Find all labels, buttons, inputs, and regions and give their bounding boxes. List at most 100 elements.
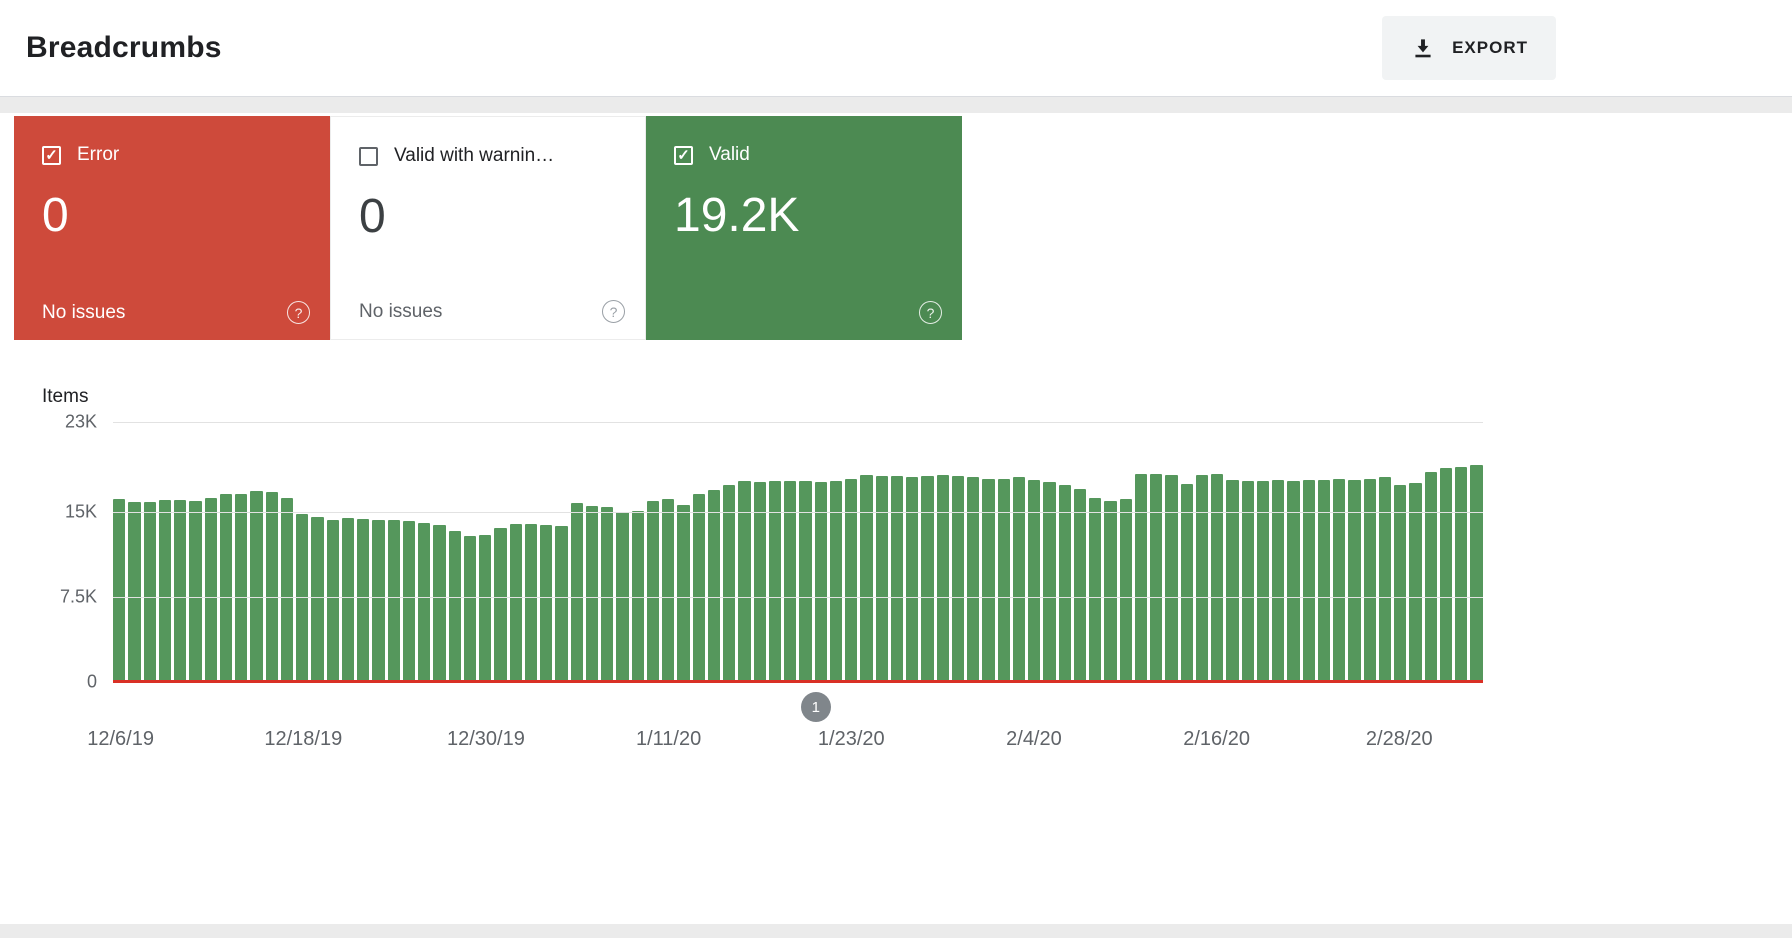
valid-bar[interactable] — [524, 524, 537, 682]
valid-bar[interactable] — [235, 493, 248, 682]
valid-bar[interactable] — [1378, 477, 1391, 682]
valid-bar[interactable] — [1394, 485, 1407, 682]
valid-bar[interactable] — [1317, 479, 1330, 682]
valid-bar[interactable] — [646, 501, 659, 682]
valid-bar[interactable] — [1211, 474, 1224, 682]
valid-bar[interactable] — [997, 478, 1010, 682]
valid-bar[interactable] — [1287, 480, 1300, 682]
valid-bar[interactable] — [768, 480, 781, 682]
card-valid-with-warnings[interactable]: Valid with warnin… 0 No issues ? — [330, 116, 646, 340]
valid-bar[interactable] — [860, 475, 873, 682]
valid-bar[interactable] — [418, 522, 431, 682]
valid-bar[interactable] — [570, 503, 583, 682]
valid-bar[interactable] — [1134, 474, 1147, 682]
valid-bar[interactable] — [829, 480, 842, 682]
valid-bar[interactable] — [1043, 481, 1056, 682]
checkbox-checked-icon[interactable]: ✓ — [42, 145, 61, 165]
valid-bar[interactable] — [1302, 479, 1315, 682]
valid-bar[interactable] — [555, 526, 568, 682]
valid-bar[interactable] — [311, 516, 324, 682]
x-axis-label: 2/28/20 — [1365, 728, 1433, 750]
valid-bar[interactable] — [1058, 485, 1071, 682]
valid-bar[interactable] — [158, 500, 171, 682]
valid-bar[interactable] — [174, 500, 187, 682]
valid-bar[interactable] — [433, 524, 446, 682]
valid-bar[interactable] — [1165, 475, 1178, 682]
valid-bar[interactable] — [936, 475, 949, 682]
valid-bar[interactable] — [1241, 480, 1254, 682]
valid-bar[interactable] — [1439, 468, 1452, 682]
valid-bar[interactable] — [631, 511, 644, 682]
valid-bar[interactable] — [1409, 483, 1422, 682]
valid-bar[interactable] — [662, 498, 675, 682]
valid-bar[interactable] — [143, 501, 156, 682]
valid-bar[interactable] — [357, 519, 370, 682]
valid-bar[interactable] — [494, 528, 507, 682]
valid-bar[interactable] — [1470, 464, 1483, 682]
valid-bar[interactable] — [219, 494, 232, 682]
valid-bar[interactable] — [387, 520, 400, 682]
valid-bar[interactable] — [951, 476, 964, 682]
valid-bar[interactable] — [1028, 479, 1041, 682]
valid-bar[interactable] — [1226, 479, 1239, 682]
valid-bar[interactable] — [250, 490, 263, 682]
valid-bar[interactable] — [1333, 478, 1346, 682]
valid-bar[interactable] — [982, 478, 995, 682]
valid-bar[interactable] — [890, 476, 903, 682]
valid-bar[interactable] — [799, 480, 812, 682]
card-valid[interactable]: ✓ Valid 19.2K ? — [646, 116, 962, 340]
valid-bar[interactable] — [189, 501, 202, 682]
valid-bar[interactable] — [723, 485, 736, 682]
valid-bar[interactable] — [1348, 479, 1361, 682]
valid-bar[interactable] — [463, 536, 476, 682]
valid-bar[interactable] — [1012, 477, 1025, 682]
annotation-marker[interactable]: 1 — [800, 692, 831, 722]
export-button[interactable]: EXPORT — [1382, 16, 1556, 80]
valid-bar[interactable] — [1150, 474, 1163, 682]
valid-bar[interactable] — [967, 477, 980, 682]
valid-bar[interactable] — [707, 489, 720, 682]
valid-bar[interactable] — [372, 519, 385, 682]
valid-bar[interactable] — [1363, 478, 1376, 682]
valid-bar[interactable] — [326, 520, 339, 682]
valid-bar[interactable] — [601, 506, 614, 682]
help-icon[interactable]: ? — [919, 301, 942, 324]
valid-bar[interactable] — [1455, 467, 1468, 682]
valid-bar[interactable] — [906, 477, 919, 682]
valid-bar[interactable] — [753, 481, 766, 682]
valid-bar[interactable] — [585, 505, 598, 682]
valid-bar[interactable] — [738, 480, 751, 682]
valid-bar[interactable] — [448, 530, 461, 682]
valid-bar[interactable] — [509, 523, 522, 682]
valid-bar[interactable] — [341, 518, 354, 682]
valid-bar[interactable] — [1104, 501, 1117, 682]
help-icon[interactable]: ? — [287, 301, 310, 324]
valid-bar[interactable] — [1089, 497, 1102, 682]
valid-bar[interactable] — [1272, 479, 1285, 682]
valid-bar[interactable] — [113, 498, 126, 682]
valid-bar[interactable] — [814, 481, 827, 682]
valid-bar[interactable] — [128, 502, 141, 682]
valid-bar[interactable] — [479, 535, 492, 682]
valid-bar[interactable] — [677, 504, 690, 682]
card-error[interactable]: ✓ Error 0 No issues ? — [14, 116, 330, 340]
valid-bar[interactable] — [540, 524, 553, 682]
checkbox-checked-icon[interactable]: ✓ — [674, 145, 693, 165]
valid-bar[interactable] — [784, 480, 797, 682]
valid-bar[interactable] — [1195, 475, 1208, 682]
valid-bar[interactable] — [921, 476, 934, 682]
valid-bar[interactable] — [280, 497, 293, 682]
valid-bar[interactable] — [875, 476, 888, 682]
help-icon[interactable]: ? — [602, 300, 625, 323]
valid-bar[interactable] — [204, 497, 217, 682]
checkbox-unchecked-icon[interactable] — [359, 146, 378, 166]
valid-bar[interactable] — [1119, 498, 1132, 682]
valid-bar[interactable] — [1180, 484, 1193, 682]
valid-bar[interactable] — [1073, 488, 1086, 682]
valid-bar[interactable] — [1256, 480, 1269, 682]
valid-bar[interactable] — [1424, 471, 1437, 682]
valid-bar[interactable] — [845, 478, 858, 682]
valid-bar[interactable] — [692, 494, 705, 682]
valid-bar[interactable] — [402, 521, 415, 682]
valid-bar[interactable] — [265, 492, 278, 682]
